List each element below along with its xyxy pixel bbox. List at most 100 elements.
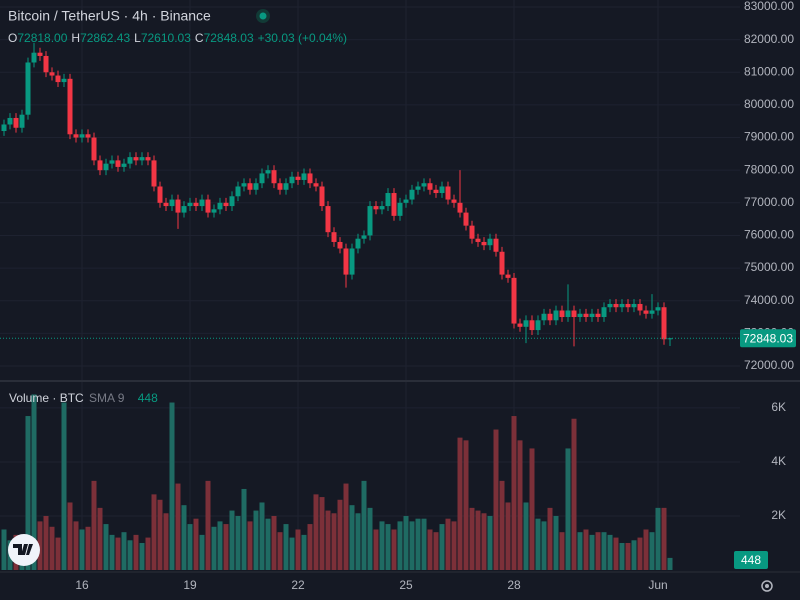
candle-body [469,225,475,239]
volume-bar [625,542,631,570]
candle-body [397,202,403,216]
y-tick-label: 72000.00 [744,358,794,372]
candle-body [421,183,427,187]
candle-body [487,238,493,246]
candle-body [613,303,619,308]
volume-bar [529,448,535,570]
volume-bar [631,540,637,570]
volume-bar [85,526,91,570]
candle-body [403,199,409,203]
volume-bar [151,494,157,570]
candle-body [157,186,163,203]
gear[interactable] [761,580,773,592]
volume-bar [541,521,547,570]
candle-body [637,303,643,311]
volume-bar [505,502,511,570]
x-tick-label: 28 [507,578,521,592]
x-tick-label: 16 [75,578,89,592]
y-tick-label: 74000.00 [744,293,794,307]
volume-bar [403,515,409,570]
volume-bar [607,534,613,570]
y-tick-label: 77000.00 [744,195,794,209]
last-price-tag-bg [740,329,796,348]
volume-bar [289,537,295,570]
y-tick-label: 76000.00 [744,228,794,242]
volume-bar [103,524,109,570]
volume-bar [67,502,73,570]
candle-body [85,134,91,138]
candle-body [643,310,649,314]
volume-bar [115,537,121,570]
volume-bar [463,440,469,570]
candle-body [379,206,385,210]
volume-bar [49,526,55,570]
candle-body [343,248,349,275]
volume-bar [133,534,139,570]
candle-body [61,78,67,83]
volume-bar [493,429,499,570]
candle-body [463,212,469,226]
volume-bar [385,524,391,570]
volume-bar [307,524,313,570]
y-tick-label: 78000.00 [744,162,794,176]
x-tick-label: 25 [399,578,413,592]
candle-body [277,183,283,190]
candle-body [511,277,517,324]
candle-body [187,202,193,207]
volume-bar [487,515,493,570]
candle-body [577,313,583,318]
candle-body [133,157,139,161]
volume-bar [73,521,79,570]
y-tick-label: 83000.00 [744,0,794,13]
candle-body [169,199,175,207]
candle-body [373,206,379,210]
volume-bar [457,437,463,570]
candle-body [163,202,169,207]
candle-body [121,163,127,167]
volume-bar [313,494,319,570]
volume-bar [175,483,181,570]
candle-body [607,303,613,308]
candle-body [229,196,235,207]
volume-bar [355,513,361,570]
ohlc-value: 72610.03 [141,31,191,45]
volume-bar [229,510,235,570]
volume-bar [433,532,439,570]
settings-icon[interactable] [761,580,773,592]
candle-body [73,134,79,138]
volume-bar [499,480,505,570]
candle-body [601,307,607,318]
ohlc-value: 72862.43 [80,31,130,45]
candle-body [115,160,121,167]
volume-bar [331,513,337,570]
candle-body [181,206,187,213]
volume-bar [367,507,373,570]
volume-bar [235,515,241,570]
volume-bar [547,507,553,570]
volume-bar [475,510,481,570]
ohlc-key: H [71,31,80,45]
volume-bar [649,532,655,570]
ohlc-key: O [8,31,17,45]
x-tick-label: Jun [648,578,667,592]
candle-body [505,274,511,278]
volume-bar [91,480,97,570]
volume-bar [421,518,427,570]
candle-body [547,313,553,321]
candle-body [589,313,595,318]
candle-body [595,313,601,318]
gear-center[interactable] [765,584,769,588]
volume-bar [163,513,169,570]
candle-body [385,193,391,207]
candle-body [205,199,211,213]
volume-bar [247,521,253,570]
candle-body [481,241,487,246]
candle-body [37,52,43,56]
volume-bar [217,521,223,570]
symbol-title: Bitcoin / TetherUS · 4h · Binance [8,8,211,24]
volume-tick-label: 2K [771,508,786,522]
volume-bar [469,507,475,570]
candle-body [103,163,109,171]
volume-bar [283,524,289,570]
volume-bar [193,518,199,570]
